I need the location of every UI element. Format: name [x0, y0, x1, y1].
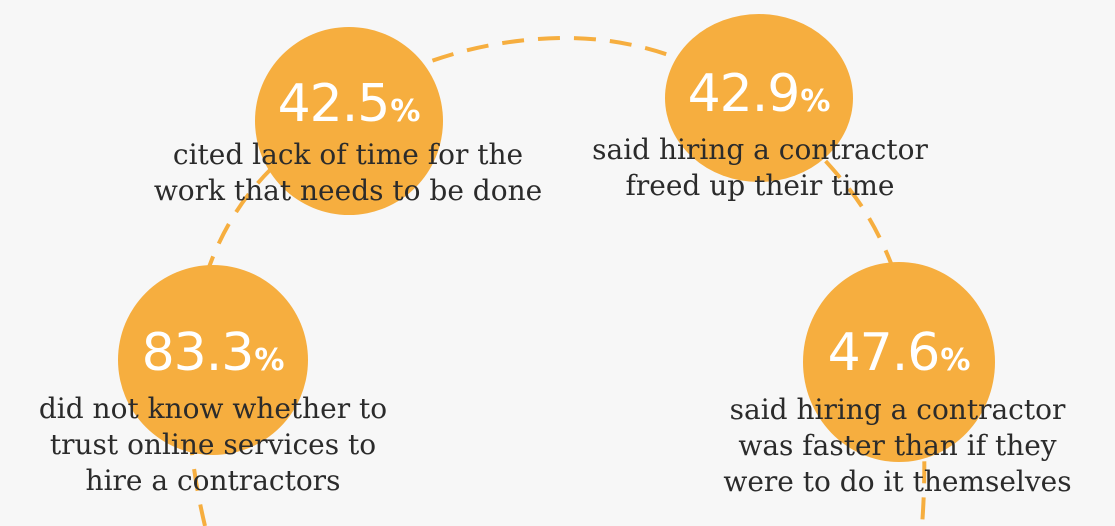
stat-unit-3: % [254, 343, 285, 378]
stat-number-1: 42.5 [277, 74, 391, 134]
stat-value-4: 47.6% [803, 327, 995, 379]
stat-caption-3-line-2: trust online services to [49, 428, 377, 461]
stat-caption-3: did not know whether to trust online ser… [8, 391, 418, 499]
stat-caption-4-line-1: said hiring a contractor [729, 393, 1066, 426]
stat-circle-4 [803, 262, 995, 462]
stat-caption-2: said hiring a contractor freed up their … [555, 132, 965, 204]
stat-caption-3-line-1: did not know whether to [38, 392, 388, 425]
stat-number-4: 47.6 [827, 323, 941, 383]
stat-value-3: 83.3% [118, 327, 308, 379]
stat-caption-1-line-1: cited lack of time for the [172, 138, 524, 171]
stat-caption-4-line-3: were to do it themselves [723, 465, 1072, 498]
stat-caption-4-line-2: was faster than if they [738, 429, 1057, 462]
stat-caption-1-line-2: work that needs to be done [153, 174, 543, 207]
stat-caption-2-line-1: said hiring a contractor [592, 133, 928, 166]
stat-caption-2-line-2: freed up their time [625, 169, 895, 202]
stat-number-2: 42.9 [687, 64, 801, 124]
stat-unit-4: % [940, 343, 971, 378]
stat-circle-1 [255, 27, 443, 215]
stat-caption-1: cited lack of time for the work that nee… [128, 137, 568, 209]
stat-value-1: 42.5% [255, 78, 443, 130]
stat-number-3: 83.3 [141, 323, 255, 383]
stat-circle-3 [118, 265, 308, 455]
stat-unit-2: % [800, 84, 831, 119]
stat-caption-4: said hiring a contractor was faster than… [700, 392, 1095, 500]
stat-caption-3-line-3: hire a contractors [85, 464, 341, 497]
stat-circle-2 [665, 14, 853, 182]
stat-unit-1: % [390, 94, 421, 129]
stat-value-2: 42.9% [665, 68, 853, 120]
